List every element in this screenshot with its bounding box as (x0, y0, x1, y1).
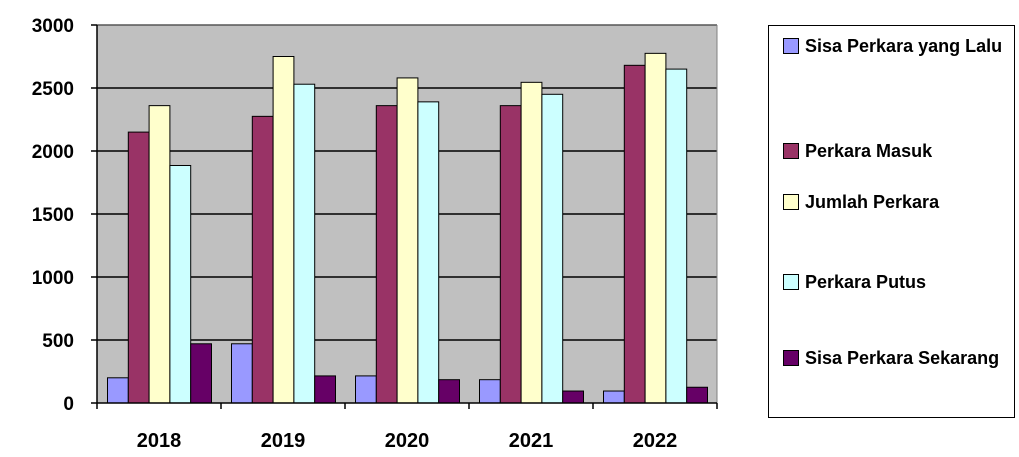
y-tick-label: 2500 (32, 79, 74, 100)
legend-item-sisa-perkara-sekarang: Sisa Perkara Sekarang (783, 346, 1010, 370)
y-tick-label: 1500 (32, 205, 74, 226)
bar (396, 77, 419, 404)
legend-swatch (783, 194, 799, 210)
bar (251, 115, 274, 404)
bar (127, 131, 150, 404)
bar (355, 375, 377, 404)
legend-swatch (783, 143, 799, 159)
bar (665, 68, 688, 404)
legend-item-perkara-masuk: Perkara Masuk (783, 139, 1010, 163)
x-category-label: 2019 (261, 430, 306, 452)
legend-item-perkara-putus: Perkara Putus (783, 270, 1010, 294)
bar (272, 56, 295, 404)
bar (314, 375, 337, 404)
legend-label: Perkara Masuk (805, 141, 933, 161)
legend-swatch (783, 274, 799, 290)
bar (644, 52, 667, 404)
legend-swatch (783, 350, 799, 366)
bar (541, 93, 564, 404)
bar (293, 83, 316, 404)
x-category-label: 2021 (509, 430, 554, 452)
legend-label: Jumlah Perkara (805, 192, 940, 212)
bar (107, 377, 129, 404)
legend-item-jumlah-perkara: Jumlah Perkara (783, 190, 1010, 214)
y-tick-labels: 0 500 1000 1500 2000 2500 3000 (32, 16, 74, 415)
legend-label: Sisa Perkara yang Lalu (805, 36, 1003, 56)
legend-label: Sisa Perkara Sekarang (805, 348, 1000, 368)
bars (107, 52, 709, 404)
bar (148, 105, 171, 404)
y-tick-label: 0 (63, 394, 74, 415)
bar (169, 164, 192, 404)
legend-item-sisa-perkara-yang-lalu: Sisa Perkara yang Lalu (783, 34, 1010, 58)
bar (231, 343, 253, 404)
x-category-labels: 2018 2019 2020 2021 2022 (137, 430, 678, 452)
bar (417, 101, 440, 404)
bar (520, 81, 543, 404)
bar (623, 64, 646, 404)
y-tick-label: 3000 (32, 16, 74, 37)
x-category-label: 2020 (385, 430, 430, 452)
legend-label: Perkara Putus (805, 272, 927, 292)
legend-swatch (783, 38, 799, 54)
axes (91, 24, 718, 409)
bar (603, 390, 625, 404)
bar (375, 105, 398, 404)
x-category-label: 2022 (633, 430, 678, 452)
bar (562, 390, 585, 404)
bar (686, 386, 709, 404)
bar (499, 105, 522, 404)
y-tick-label: 1000 (32, 268, 74, 289)
bar (438, 379, 461, 404)
bar (190, 343, 212, 404)
y-tick-label: 2000 (32, 142, 74, 163)
legend: Sisa Perkara yang Lalu Perkara Masuk Jum… (768, 25, 1015, 418)
bar (479, 379, 501, 404)
x-category-label: 2018 (137, 430, 182, 452)
y-tick-label: 500 (42, 331, 74, 352)
